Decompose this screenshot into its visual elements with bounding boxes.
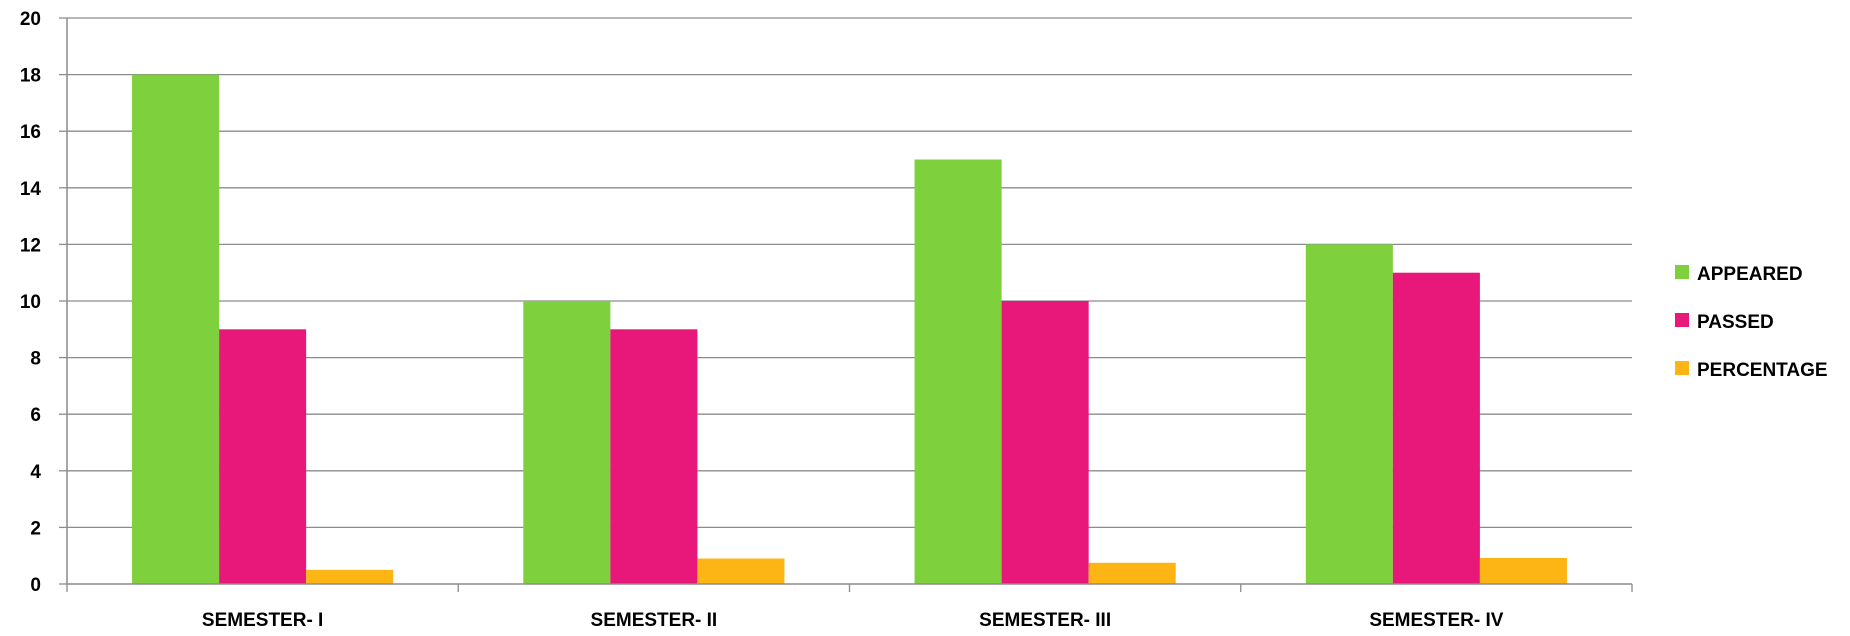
bar-percentage	[306, 569, 394, 584]
y-tick-label: 2	[30, 518, 41, 539]
y-tick-label: 0	[30, 575, 41, 596]
gridlines	[67, 17, 1632, 529]
y-tick-label: 12	[20, 235, 41, 256]
bar-passed	[1001, 301, 1089, 584]
y-tick-label: 8	[30, 349, 41, 370]
y-tick-label: 10	[20, 292, 41, 313]
bar-appeared	[1305, 244, 1393, 584]
bar-passed	[1392, 272, 1480, 584]
y-tick-label: 14	[20, 179, 42, 200]
legend-label-passed: PASSED	[1697, 312, 1774, 333]
x-tick-label: SEMESTER- II	[591, 610, 718, 631]
y-tick-label: 16	[20, 122, 41, 143]
legend-swatch-passed	[1675, 313, 1689, 327]
bar-passed	[219, 329, 307, 584]
bar-passed	[610, 329, 698, 584]
legend-swatch-appeared	[1675, 265, 1689, 279]
bars	[132, 74, 1567, 584]
bar-percentage	[1479, 557, 1567, 584]
bar-percentage	[1088, 562, 1176, 584]
y-tick-label: 20	[20, 9, 41, 30]
legend: APPEARED PASSED PERCENTAGE	[1675, 264, 1828, 381]
x-tick-label: SEMESTER- III	[979, 610, 1111, 631]
y-tick-label: 18	[20, 66, 41, 87]
bar-appeared	[523, 301, 611, 584]
x-tick-label: SEMESTER- IV	[1369, 610, 1503, 631]
axes: 0 2 4 6 8 10 12 14 16 18 20 SEMESTER- I SEMESTER- II…	[20, 9, 1633, 631]
x-tick-label: SEMESTER- I	[202, 610, 323, 631]
legend-swatch-percentage	[1675, 361, 1689, 375]
bar-appeared	[914, 159, 1002, 584]
bar-appeared	[132, 74, 220, 584]
y-tick-label: 4	[30, 462, 41, 483]
legend-label-percentage: PERCENTAGE	[1697, 360, 1828, 381]
legend-label-appeared: APPEARED	[1697, 264, 1803, 285]
y-tick-label: 6	[30, 405, 41, 426]
bar-percentage	[697, 558, 785, 584]
